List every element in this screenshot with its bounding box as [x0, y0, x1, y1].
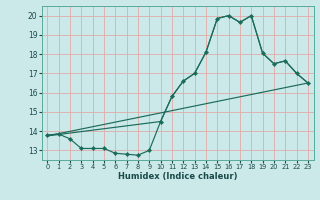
X-axis label: Humidex (Indice chaleur): Humidex (Indice chaleur): [118, 172, 237, 181]
